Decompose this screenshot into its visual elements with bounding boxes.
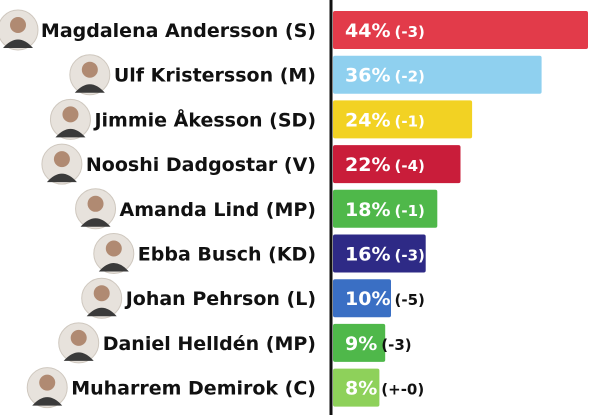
value-label: 18% (-1) <box>345 199 425 221</box>
category-label: Nooshi Dadgostar (V) <box>86 154 316 176</box>
portrait-icon <box>26 367 68 409</box>
value-percent: 10% <box>345 288 390 310</box>
bar <box>333 55 542 94</box>
portrait-shoulders <box>80 218 111 227</box>
category-label: Johan Pehrson (L) <box>124 288 316 310</box>
portrait-shoulders <box>46 173 77 183</box>
category-label: Muharrem Demirok (C) <box>71 378 316 400</box>
portrait-head <box>87 195 104 212</box>
portrait-shoulders <box>55 128 86 138</box>
value-label: 24% (-1) <box>345 109 425 131</box>
category-label: Magdalena Andersson (S) <box>41 20 316 42</box>
category-label: Amanda Lind (MP) <box>120 199 316 221</box>
portrait-head <box>39 374 56 391</box>
value-change: (-3) <box>394 247 424 265</box>
value-percent: 18% <box>345 199 390 221</box>
bar <box>333 279 391 318</box>
portrait-shoulders <box>98 263 129 272</box>
value-percent: 36% <box>345 65 390 87</box>
portrait-head <box>53 151 70 168</box>
portrait-head <box>105 240 122 257</box>
portrait-icon <box>58 322 100 364</box>
value-change: (-1) <box>394 112 424 130</box>
value-change: (-2) <box>394 68 424 86</box>
portrait-shoulders <box>86 307 117 317</box>
bar <box>333 145 461 184</box>
bar <box>333 100 473 139</box>
value-change: (-1) <box>394 202 424 220</box>
portrait-icon <box>81 277 123 319</box>
category-label: Jimmie Åkesson (SD) <box>92 107 316 131</box>
value-percent: 44% <box>345 20 390 42</box>
portrait-shoulders <box>32 397 63 406</box>
portrait-icon <box>93 233 135 274</box>
value-change: (+-0) <box>381 381 424 399</box>
portrait-icon <box>75 188 117 230</box>
portrait-head <box>93 285 110 302</box>
portrait-shoulders <box>3 39 33 48</box>
value-percent: 9% <box>345 333 377 355</box>
bar <box>333 189 438 228</box>
value-percent: 8% <box>345 378 377 400</box>
bar <box>333 11 588 49</box>
value-label: 10% (-5) <box>345 288 425 310</box>
bar <box>333 234 426 273</box>
portrait-icon <box>49 98 91 140</box>
value-percent: 24% <box>345 109 390 131</box>
category-label: Ulf Kristersson (M) <box>114 65 316 87</box>
value-label: 16% (-3) <box>345 244 425 266</box>
value-change: (-3) <box>394 23 424 41</box>
value-label: 36% (-2) <box>345 65 425 87</box>
portrait-icon <box>69 54 111 96</box>
value-change: (-3) <box>381 336 411 354</box>
portrait-head <box>70 329 87 346</box>
portrait-head <box>10 17 26 33</box>
portrait-shoulders <box>63 352 94 361</box>
value-percent: 22% <box>345 154 390 176</box>
value-label: 9% (-3) <box>345 333 412 355</box>
value-change: (-5) <box>394 291 424 309</box>
portrait-icon <box>41 143 83 185</box>
portrait-head <box>81 61 98 78</box>
category-label: Daniel Helldén (MP) <box>103 333 316 355</box>
value-label: 22% (-4) <box>345 154 425 176</box>
bar <box>333 323 386 362</box>
portrait-head <box>62 106 79 123</box>
value-change: (-4) <box>394 157 424 175</box>
bar <box>333 368 380 407</box>
value-percent: 16% <box>345 244 390 266</box>
portrait-shoulders <box>74 84 105 93</box>
value-label: 8% (+-0) <box>345 378 424 400</box>
portrait-icon <box>0 9 39 51</box>
chart-rows: Magdalena Andersson (S) 44% (-3)Ulf Kriste… <box>0 9 588 409</box>
category-label: Ebba Busch (KD) <box>138 244 316 266</box>
value-label: 44% (-3) <box>345 20 425 42</box>
